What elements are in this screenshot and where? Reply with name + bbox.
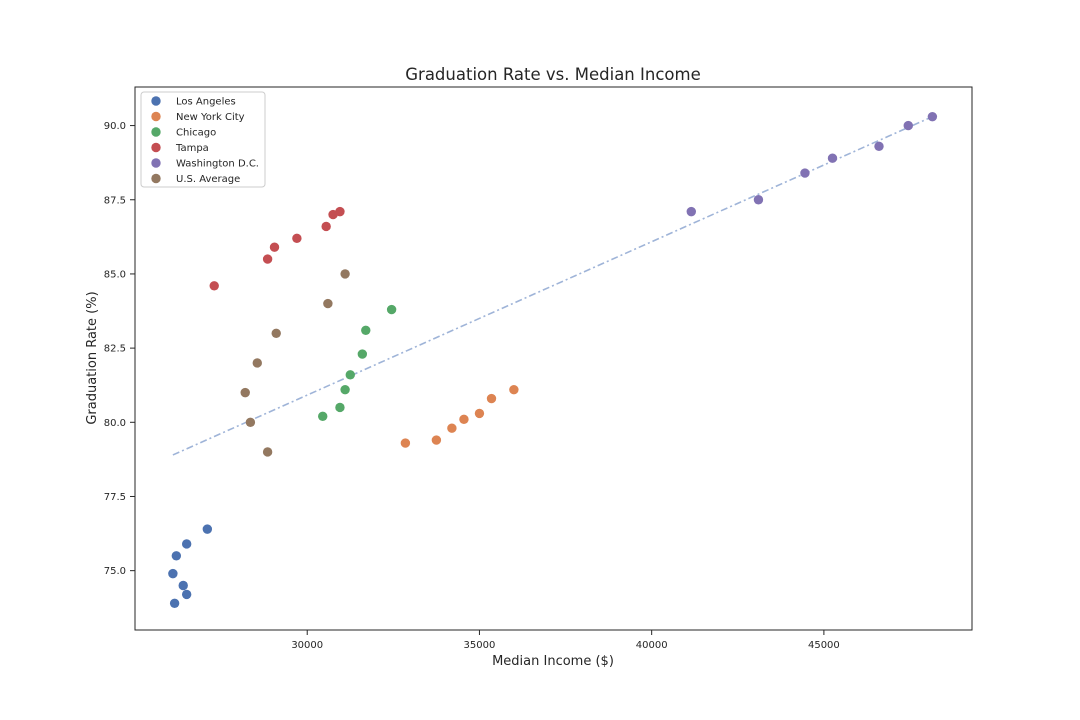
x-tick-label-3: 45000 xyxy=(808,640,840,651)
point-series-2-3: Chicago xyxy=(345,370,355,380)
point-series-4-2: Washington D.C. xyxy=(800,168,810,178)
point-series-5-2: U.S. Average xyxy=(252,358,262,368)
point-series-2-5: Chicago xyxy=(361,325,371,336)
point-series-4-0: Washington D.C. xyxy=(686,206,696,217)
x-tick-label-0: 30000 xyxy=(291,640,323,651)
y-tick-label-5: 87.5 xyxy=(104,195,126,206)
legend-label-2: Chicago xyxy=(176,128,216,139)
point-series-1-1: New York City xyxy=(431,435,442,445)
point-series-5-6: U.S. Average xyxy=(340,269,350,279)
trend-line-layer xyxy=(172,115,933,456)
point-series-3-3: Tampa xyxy=(292,233,302,244)
point-series-1-4: New York City xyxy=(474,408,485,419)
legend: Los Angeles New York City Chicago Tampa Wash… xyxy=(140,91,266,188)
point-series-5-0: U.S. Average xyxy=(240,387,250,398)
x-axis-ticks: 30000 35000 40000 45000 xyxy=(291,630,840,651)
point-series-2-1: Chicago xyxy=(335,402,345,413)
y-tick-label-1: 77.5 xyxy=(104,492,126,503)
legend-box xyxy=(140,91,266,188)
point-series-5-5: U.S. Average xyxy=(323,298,333,309)
legend-label-4: Washington D.C. xyxy=(176,159,259,170)
legend-label-3: Tampa xyxy=(175,143,209,154)
data-points-layer: Los AngelesLos AngelesLos AngelesLos Ang… xyxy=(168,111,938,608)
point-series-3-6: Tampa xyxy=(335,206,345,217)
point-series-1-6: New York City xyxy=(509,384,519,395)
point-series-0-1: Los Angeles xyxy=(171,551,182,561)
y-axis-ticks: 75.0 77.5 80.0 82.5 85.0 87.5 90.0 xyxy=(104,121,135,577)
legend-label-1: New York City xyxy=(176,112,245,123)
legend-marker-0 xyxy=(151,96,161,106)
plot-area-frame xyxy=(134,86,973,631)
point-series-0-6: Los Angeles xyxy=(202,524,213,534)
point-series-3-2: Tampa xyxy=(269,242,280,252)
point-series-2-2: Chicago xyxy=(340,384,350,395)
point-series-4-1: Washington D.C. xyxy=(753,195,764,205)
y-tick-label-2: 80.0 xyxy=(104,418,126,429)
y-tick-label-6: 90.0 xyxy=(104,121,126,132)
y-tick-label-3: 82.5 xyxy=(104,344,126,355)
trend-line xyxy=(172,115,933,456)
point-series-1-0: New York City xyxy=(400,438,411,448)
y-axis-title: Graduation Rate (%) xyxy=(85,291,100,424)
legend-label-0: Los Angeles xyxy=(176,97,236,108)
y-tick-label-0: 75.0 xyxy=(104,566,126,577)
point-series-0-4: Los Angeles xyxy=(181,539,192,549)
legend-marker-4 xyxy=(151,158,161,168)
point-series-4-6: Washington D.C. xyxy=(927,111,938,122)
x-tick-label-2: 40000 xyxy=(636,640,668,651)
point-series-3-1: Tampa xyxy=(262,254,273,264)
point-series-1-2: New York City xyxy=(447,423,457,433)
point-series-5-3: U.S. Average xyxy=(262,447,273,457)
x-axis-title: Median Income ($) xyxy=(492,654,614,669)
point-series-0-2: Los Angeles xyxy=(169,598,180,608)
legend-marker-5 xyxy=(151,173,161,184)
point-series-4-4: Washington D.C. xyxy=(874,141,884,152)
point-series-1-5: New York City xyxy=(486,393,497,404)
legend-label-5: U.S. Average xyxy=(176,174,240,185)
point-series-3-0: Tampa xyxy=(209,281,219,291)
point-series-0-3: Los Angeles xyxy=(178,580,188,591)
legend-marker-1 xyxy=(151,111,161,122)
y-tick-label-4: 85.0 xyxy=(104,269,126,280)
legend-marker-2 xyxy=(151,127,161,137)
point-series-1-3: New York City xyxy=(459,414,469,425)
x-tick-label-1: 35000 xyxy=(464,640,496,651)
point-series-4-5: Washington D.C. xyxy=(903,120,913,131)
point-series-2-4: Chicago xyxy=(357,349,368,359)
legend-marker-3 xyxy=(151,142,161,153)
point-series-5-4: U.S. Average xyxy=(271,328,281,338)
point-series-3-4: Tampa xyxy=(321,221,331,232)
point-series-0-5: Los Angeles xyxy=(181,589,192,600)
chart-title: Graduation Rate vs. Median Income xyxy=(405,65,700,84)
point-series-0-0: Los Angeles xyxy=(168,568,178,579)
point-series-2-0: Chicago xyxy=(318,411,328,422)
point-series-4-3: Washington D.C. xyxy=(827,153,838,163)
point-series-2-6: Chicago xyxy=(386,304,397,315)
point-series-5-1: U.S. Average xyxy=(245,417,256,427)
